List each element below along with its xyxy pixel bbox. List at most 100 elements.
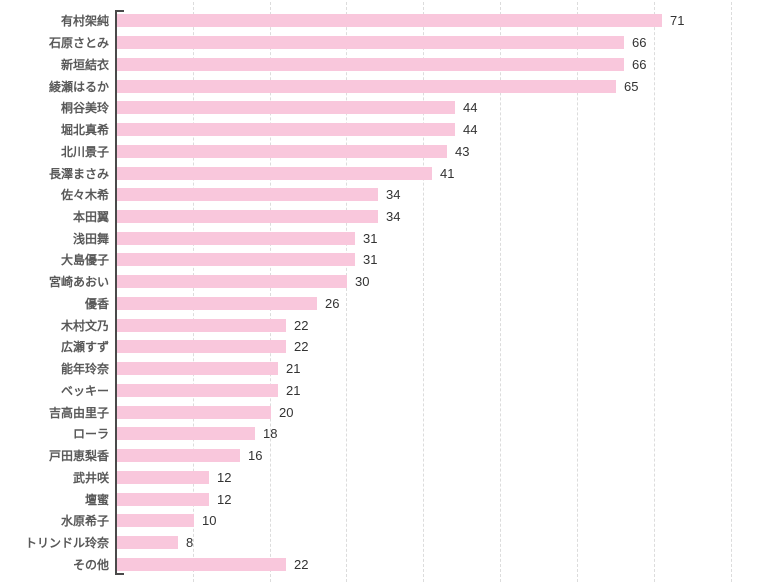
value-label: 31 xyxy=(363,230,378,246)
gridline-10 xyxy=(192,2,194,582)
category-label: 優香 xyxy=(84,296,109,311)
value-label: 18 xyxy=(263,426,278,442)
bar xyxy=(117,144,447,158)
table-row: 宮崎あおい 30 xyxy=(0,271,760,293)
y-axis-line xyxy=(115,10,117,575)
bar xyxy=(117,296,317,310)
table-row: 能年玲奈 21 xyxy=(0,358,760,380)
value-label: 65 xyxy=(624,78,639,94)
value-label: 20 xyxy=(279,404,294,420)
gridline-60 xyxy=(576,2,578,582)
bar xyxy=(117,79,616,93)
category-label: 石原さとみ xyxy=(48,36,109,51)
category-label: 有村架純 xyxy=(60,14,109,29)
value-label: 22 xyxy=(294,317,309,333)
table-row: 本田翼 34 xyxy=(0,206,760,228)
bar xyxy=(117,253,355,267)
bar xyxy=(117,383,278,397)
bar xyxy=(117,14,662,28)
table-row: その他 22 xyxy=(0,553,760,575)
category-label: 能年玲奈 xyxy=(60,362,109,377)
gridline-80 xyxy=(730,2,732,582)
value-label: 31 xyxy=(363,252,378,268)
value-label: 12 xyxy=(217,491,232,507)
bar xyxy=(117,535,178,549)
category-label: 桐谷美玲 xyxy=(60,101,109,116)
category-label: 佐々木希 xyxy=(60,188,109,203)
gridline-70 xyxy=(653,2,655,582)
bar xyxy=(117,36,624,50)
bar xyxy=(117,275,347,289)
table-row: 戸田恵梨香 16 xyxy=(0,445,760,467)
value-label: 10 xyxy=(202,513,217,529)
table-row: 新垣結衣 66 xyxy=(0,53,760,75)
category-label: ベッキー xyxy=(60,383,109,398)
category-label: 浅田舞 xyxy=(72,231,109,246)
category-label: 新垣結衣 xyxy=(60,57,109,72)
bar xyxy=(117,101,455,115)
value-label: 44 xyxy=(463,100,478,116)
table-row: 壇蜜 12 xyxy=(0,488,760,510)
category-label: その他 xyxy=(72,557,109,572)
value-label: 8 xyxy=(186,534,194,550)
category-label: 綾瀬はるか xyxy=(48,79,109,94)
value-label: 21 xyxy=(286,361,301,377)
category-label: 戸田恵梨香 xyxy=(48,449,109,464)
table-row: 石原さとみ 66 xyxy=(0,32,760,54)
value-label: 26 xyxy=(325,295,340,311)
table-row: 水原希子 10 xyxy=(0,510,760,532)
table-row: 浅田舞 31 xyxy=(0,227,760,249)
category-label: 北川景子 xyxy=(60,144,109,159)
y-axis-bottom-tick xyxy=(115,573,124,575)
bar xyxy=(117,362,278,376)
table-row: 優香 26 xyxy=(0,293,760,315)
value-label: 30 xyxy=(355,274,370,290)
bar xyxy=(117,188,378,202)
table-row: 佐々木希 34 xyxy=(0,184,760,206)
category-label: 大島優子 xyxy=(60,253,109,268)
table-row: 大島優子 31 xyxy=(0,249,760,271)
bar xyxy=(117,492,209,506)
category-label: 本田翼 xyxy=(72,209,109,224)
category-label: トリンドル玲奈 xyxy=(24,535,109,550)
table-row: 堀北真希 44 xyxy=(0,119,760,141)
table-row: ローラ 18 xyxy=(0,423,760,445)
bar xyxy=(117,340,286,354)
category-label: 堀北真希 xyxy=(60,123,109,138)
bar-rows: 有村架純 71 石原さとみ 66 新垣結衣 66 綾瀬はるか 65 桐谷美玲 44 堀北真希 44 北川… xyxy=(0,10,760,575)
value-label: 16 xyxy=(248,448,263,464)
table-row: 長澤まさみ 41 xyxy=(0,162,760,184)
table-row: 武井咲 12 xyxy=(0,466,760,488)
bar xyxy=(117,514,194,528)
gridline-30 xyxy=(346,2,348,582)
value-label: 12 xyxy=(217,469,232,485)
value-label: 21 xyxy=(286,382,301,398)
table-row: 有村架純 71 xyxy=(0,10,760,32)
table-row: 桐谷美玲 44 xyxy=(0,97,760,119)
category-label: 吉高由里子 xyxy=(48,405,109,420)
value-label: 41 xyxy=(440,165,455,181)
table-row: トリンドル玲奈 8 xyxy=(0,532,760,554)
bar xyxy=(117,557,286,571)
value-label: 66 xyxy=(632,35,647,51)
table-row: ベッキー 21 xyxy=(0,379,760,401)
gridline-50 xyxy=(500,2,502,582)
value-label: 22 xyxy=(294,339,309,355)
value-label: 22 xyxy=(294,556,309,572)
bar xyxy=(117,123,455,137)
bar xyxy=(117,427,255,441)
value-label: 44 xyxy=(463,122,478,138)
bar xyxy=(117,209,378,223)
bar xyxy=(117,470,209,484)
value-label: 34 xyxy=(386,208,401,224)
table-row: 綾瀬はるか 65 xyxy=(0,75,760,97)
gridline-20 xyxy=(269,2,271,582)
table-row: 北川景子 43 xyxy=(0,140,760,162)
table-row: 木村文乃 22 xyxy=(0,314,760,336)
value-label: 34 xyxy=(386,187,401,203)
y-axis-top-tick xyxy=(115,10,124,12)
table-row: 広瀬すず 22 xyxy=(0,336,760,358)
bar xyxy=(117,231,355,245)
value-label: 71 xyxy=(670,13,685,29)
